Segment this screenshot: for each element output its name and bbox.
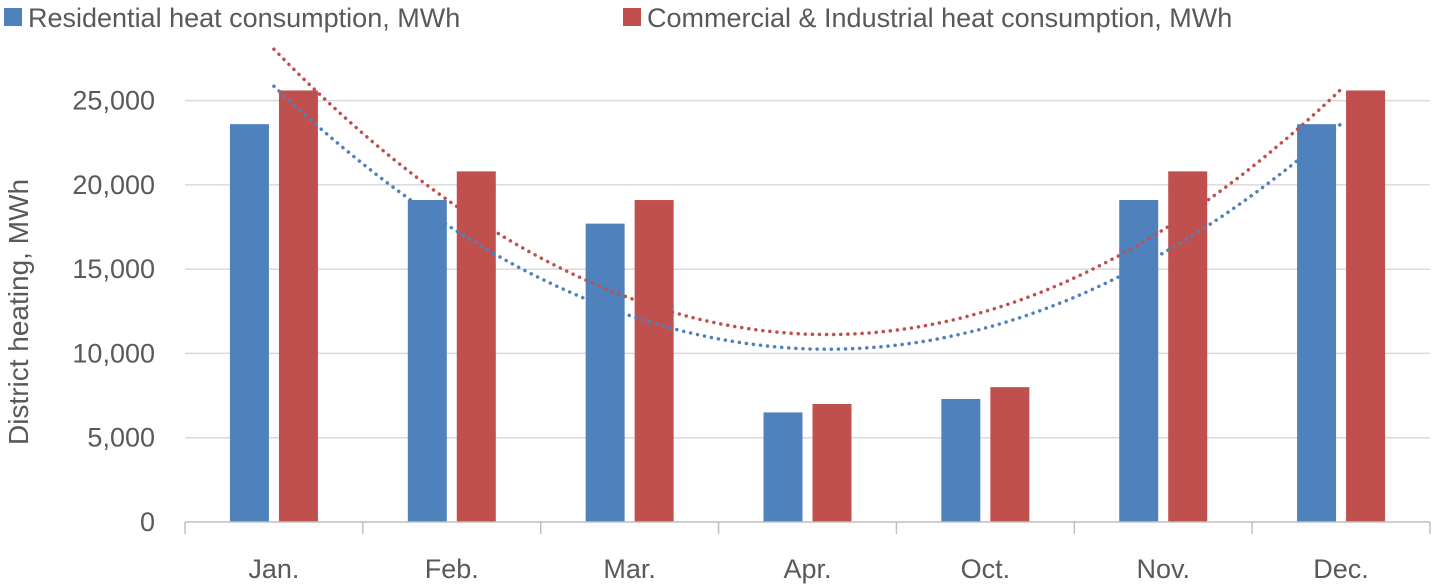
x-tick-label: Dec. bbox=[1313, 554, 1369, 584]
bar-residential bbox=[229, 124, 269, 523]
y-tick-label: 15,000 bbox=[72, 254, 155, 284]
x-tick-label: Oct. bbox=[961, 554, 1011, 584]
bar-commercial bbox=[634, 200, 674, 522]
bar-commercial bbox=[1346, 90, 1386, 522]
y-tick-label: 0 bbox=[140, 507, 155, 537]
bars bbox=[229, 90, 1386, 523]
y-tick-label: 5,000 bbox=[87, 423, 155, 453]
x-tick-label: Apr. bbox=[783, 554, 831, 584]
bar-residential bbox=[763, 412, 803, 522]
legend-swatch-residential bbox=[4, 8, 22, 26]
legend-label-commercial: Commercial & Industrial heat consumption… bbox=[647, 3, 1232, 33]
x-axis-ticks: Jan. Feb. Mar. Apr. Oct. Nov. Dec. bbox=[184, 522, 1431, 584]
trendlines bbox=[272, 47, 1343, 351]
bar-residential bbox=[585, 223, 625, 522]
x-tick-label: Jan. bbox=[248, 554, 299, 584]
bar-residential bbox=[941, 398, 981, 522]
y-axis-ticks: 0 5,000 10,000 15,000 20,000 25,000 bbox=[72, 86, 155, 537]
y-tick-label: 10,000 bbox=[72, 338, 155, 368]
legend: Residential heat consumption, MWh Commer… bbox=[4, 3, 1232, 33]
y-tick-label: 20,000 bbox=[72, 170, 155, 200]
bar-commercial bbox=[812, 404, 852, 522]
y-axis-title: District heating, MWh bbox=[3, 179, 34, 445]
x-tick-label: Feb. bbox=[425, 554, 479, 584]
bar-commercial bbox=[990, 387, 1030, 522]
bar-commercial bbox=[278, 90, 318, 522]
bar-residential bbox=[1297, 124, 1337, 523]
bar-residential bbox=[407, 200, 447, 522]
trendline-commercial bbox=[272, 47, 1343, 337]
bar-commercial bbox=[1168, 171, 1208, 522]
legend-swatch-commercial bbox=[623, 8, 641, 26]
trendline-residential bbox=[272, 84, 1343, 351]
x-tick-label: Mar. bbox=[603, 554, 656, 584]
y-tick-label: 25,000 bbox=[72, 86, 155, 116]
legend-label-residential: Residential heat consumption, MWh bbox=[28, 3, 460, 33]
bar-residential bbox=[1119, 200, 1159, 522]
gridlines bbox=[185, 99, 1430, 439]
x-tick-label: Nov. bbox=[1136, 554, 1190, 584]
bar-commercial bbox=[456, 171, 496, 522]
